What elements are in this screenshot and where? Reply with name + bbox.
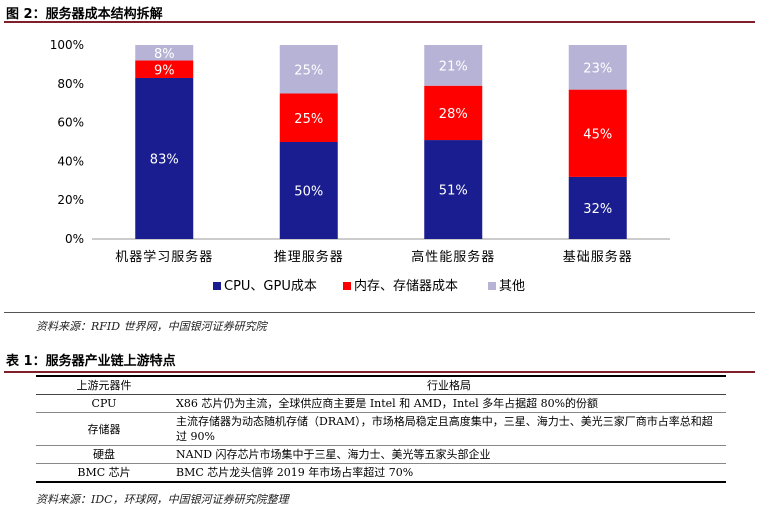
x-category-label: 推理服务器 <box>274 249 344 265</box>
data-label: 45% <box>583 127 612 142</box>
table-title: 表 1：服务器产业链上游特点 <box>6 354 176 369</box>
upstream-table: 上游元器件 行业格局 CPU X86 芯片仍为主流，全球供应商主要是 Intel… <box>36 375 726 483</box>
cell-pattern: NAND 闪存芯片市场集中于三星、海力士、美光等五家头部企业 <box>172 445 726 464</box>
bar-segment <box>568 176 627 239</box>
legend-label: 内存、存储器成本 <box>354 278 458 294</box>
cell-pattern: X86 芯片仍为主流，全球供应商主要是 Intel 和 AMD，Intel 多年… <box>172 394 726 413</box>
bar-segment <box>135 60 194 78</box>
figure-bottom-rule <box>4 312 755 313</box>
bar-segment <box>568 89 627 177</box>
data-label: 21% <box>439 59 468 74</box>
cell-component: CPU <box>36 394 172 413</box>
bar-segment <box>279 93 338 142</box>
y-tick-label: 0% <box>65 232 84 246</box>
x-category-label: 基础服务器 <box>563 249 633 265</box>
table-row: 硬盘 NAND 闪存芯片市场集中于三星、海力士、美光等五家头部企业 <box>36 445 726 464</box>
data-label: 28% <box>439 107 468 122</box>
stacked-bar-chart: 0% 20% 40% 60% 80% 100% 83% 9%8% 机器学习服务器 50% 25% 25… <box>50 38 670 294</box>
bar-segment <box>424 45 483 86</box>
cell-component: 硬盘 <box>36 445 172 464</box>
legend-label: 其他 <box>499 279 525 294</box>
data-label: 32% <box>583 202 612 217</box>
data-label: 51% <box>439 184 468 199</box>
table-title-rule <box>4 371 755 373</box>
data-label: 50% <box>294 185 323 200</box>
figure-title-rule <box>4 21 755 23</box>
table-row: BMC 芯片 BMC 芯片龙头信骅 2019 年市场占率超过 70% <box>36 463 726 483</box>
x-category-label: 高性能服务器 <box>411 249 495 265</box>
data-label: 9% <box>154 63 175 78</box>
data-label: 8% <box>154 47 175 62</box>
data-label: 25% <box>294 112 323 127</box>
table-row: 存储器 主流存储器为动态随机存储（DRAM），市场格局稳定且高度集中，三星、海力… <box>36 412 726 446</box>
figure-source: 资料来源：RFID 世界网，中国银河证券研究院 <box>36 320 267 333</box>
bar-segment <box>135 45 194 61</box>
data-label: 25% <box>294 63 323 78</box>
cell-component: BMC 芯片 <box>36 463 172 483</box>
cell-component: 存储器 <box>36 412 172 446</box>
table-row: CPU X86 芯片仍为主流，全球供应商主要是 Intel 和 AMD，Inte… <box>36 394 726 413</box>
legend-label: CPU、GPU成本 <box>224 279 317 294</box>
header-component: 上游元器件 <box>36 375 172 395</box>
table-source: 资料来源：IDC，环球网，中国银河证券研究院整理 <box>36 493 289 506</box>
header-pattern: 行业格局 <box>172 375 726 395</box>
y-tick-label: 80% <box>57 77 84 91</box>
table-header-row: 上游元器件 行业格局 <box>36 375 726 395</box>
legend-swatch <box>343 282 351 290</box>
legend-swatch <box>213 282 221 290</box>
y-tick-label: 20% <box>57 193 84 207</box>
bar-segment <box>279 142 338 239</box>
legend-swatch <box>488 282 496 290</box>
data-label: 83% <box>150 152 179 167</box>
y-tick-label: 100% <box>50 38 84 52</box>
x-category-label: 机器学习服务器 <box>115 249 213 265</box>
data-label: 23% <box>583 61 612 76</box>
bar-segment <box>135 77 194 239</box>
bar-segment <box>568 45 627 90</box>
bar-segment <box>279 45 338 94</box>
bar-segment <box>424 140 483 239</box>
figure-title: 图 2：服务器成本结构拆解 <box>6 7 163 22</box>
y-tick-label: 60% <box>57 116 84 130</box>
y-tick-label: 40% <box>57 154 84 168</box>
cell-pattern: BMC 芯片龙头信骅 2019 年市场占率超过 70% <box>172 463 726 483</box>
cell-pattern: 主流存储器为动态随机存储（DRAM），市场格局稳定且高度集中，三星、海力士、美光… <box>172 412 726 446</box>
bar-segment <box>424 85 483 141</box>
